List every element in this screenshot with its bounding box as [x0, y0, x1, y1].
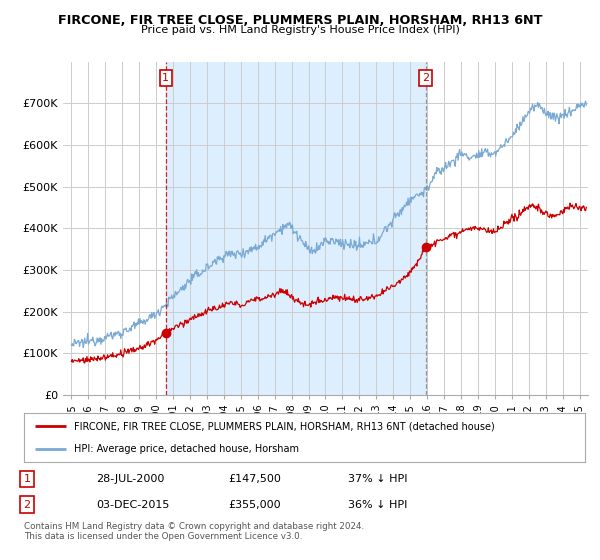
Text: 28-JUL-2000: 28-JUL-2000: [96, 474, 164, 484]
Bar: [166, 62, 426, 395]
Text: Price paid vs. HM Land Registry's House Price Index (HPI): Price paid vs. HM Land Registry's House …: [140, 25, 460, 35]
Text: 1: 1: [23, 474, 31, 484]
Text: 1: 1: [162, 73, 169, 83]
Text: £147,500: £147,500: [228, 474, 281, 484]
Text: 2: 2: [422, 73, 430, 83]
Text: 37% ↓ HPI: 37% ↓ HPI: [348, 474, 407, 484]
Text: Contains HM Land Registry data © Crown copyright and database right 2024.
This d: Contains HM Land Registry data © Crown c…: [24, 522, 364, 542]
Text: 03-DEC-2015: 03-DEC-2015: [96, 500, 169, 510]
Text: HPI: Average price, detached house, Horsham: HPI: Average price, detached house, Hors…: [74, 444, 299, 454]
Text: £355,000: £355,000: [228, 500, 281, 510]
Text: 36% ↓ HPI: 36% ↓ HPI: [348, 500, 407, 510]
Text: 2: 2: [23, 500, 31, 510]
Text: FIRCONE, FIR TREE CLOSE, PLUMMERS PLAIN, HORSHAM, RH13 6NT (detached house): FIRCONE, FIR TREE CLOSE, PLUMMERS PLAIN,…: [74, 421, 495, 431]
Text: FIRCONE, FIR TREE CLOSE, PLUMMERS PLAIN, HORSHAM, RH13 6NT: FIRCONE, FIR TREE CLOSE, PLUMMERS PLAIN,…: [58, 14, 542, 27]
